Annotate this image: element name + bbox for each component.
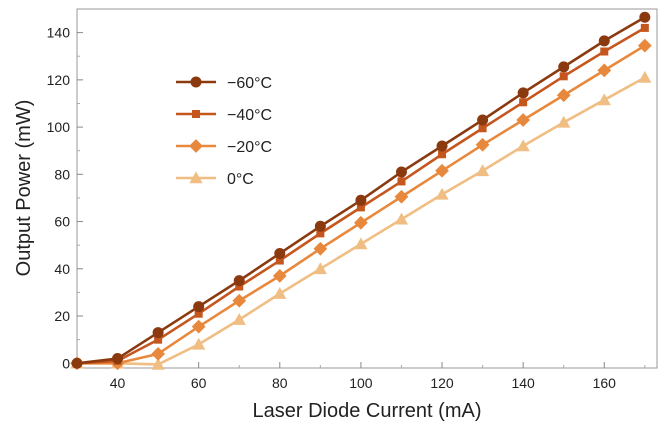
data-point [556,88,571,103]
legend-swatch-marker [189,139,203,153]
series-1 [73,23,649,368]
legend-item-2: −20°C [176,139,272,156]
y-tick-label-60: 60 [54,214,70,230]
data-point [272,269,287,283]
y-tick-label-20: 20 [54,308,70,324]
data-point [191,319,206,334]
data-point [436,140,448,152]
data-point [355,194,367,206]
data-point [477,114,489,126]
legend-swatch-marker [192,110,200,118]
data-point [519,98,528,107]
data-point [397,177,406,186]
legend-item-1: −40°C [176,107,272,124]
data-point [435,187,449,200]
data-point [394,189,409,204]
data-point [152,327,164,339]
data-point [394,212,409,225]
y-tick-label-0: 0 [62,355,70,371]
legend-label-0: −60°C [227,75,272,92]
y-tick-label-80: 80 [54,166,70,182]
legend: −60°C −40°C −20°C 0°C [176,75,272,188]
data-point [597,93,611,106]
data-point [354,215,368,230]
data-point [639,11,651,23]
y-axis-title: Output Power (mW) [13,100,35,277]
data-point [112,353,124,365]
data-point [475,164,490,177]
plot-frame [76,8,658,369]
data-point [600,47,609,56]
data-point [559,72,568,81]
x-tick-label-160: 160 [593,375,617,391]
data-point [356,203,365,212]
data-point [274,247,286,259]
data-point [314,220,326,232]
data-point [637,38,652,53]
data-point [638,70,652,83]
y-tick-label-100: 100 [47,119,71,135]
legend-swatch-marker [190,76,202,88]
data-point [151,357,165,370]
x-tick-label-60: 60 [191,375,207,391]
data-point [316,229,325,238]
data-point [151,346,165,361]
y-axis: 0 20 40 60 80 100 120 140 [47,25,83,371]
data-point [516,113,531,127]
x-tick-label-40: 40 [110,375,126,391]
data-point [438,150,447,159]
data-point [640,23,649,32]
y-tick-label-40: 40 [54,261,70,277]
data-point [313,262,327,275]
data-point [517,87,529,99]
x-tick-label-80: 80 [272,375,288,391]
data-point [516,139,530,152]
x-tick-label-100: 100 [349,375,373,391]
x-axis: 40 60 80 100 120 140 160 [76,362,646,391]
data-point [557,115,571,128]
data-point [478,124,487,133]
legend-label-2: −20°C [227,139,272,156]
legend-label-3: 0°C [227,171,254,188]
data-point [71,357,83,369]
legend-item-3: 0°C [176,171,254,188]
data-point [154,335,163,344]
data-point [598,35,610,47]
x-tick-label-120: 120 [430,375,454,391]
data-point [313,241,328,256]
legend-item-0: −60°C [176,75,272,92]
y-tick-label-140: 140 [47,25,71,41]
data-point [193,301,205,313]
legend-label-1: −40°C [227,107,272,124]
data-point [194,309,203,318]
data-point [232,293,247,308]
data-point [435,163,449,178]
series-0 [71,11,651,369]
data-point [233,275,245,287]
x-axis-title: Laser Diode Current (mA) [253,400,482,422]
x-tick-label-140: 140 [511,375,535,391]
data-point [558,61,570,73]
data-point [395,166,407,178]
legend-swatch-marker [189,171,203,184]
data-point [597,63,612,78]
data-point [354,237,368,250]
data-point [235,282,244,291]
data-point [275,256,284,265]
series-layer [70,11,652,371]
data-point [273,287,287,299]
data-point [192,337,206,350]
data-point [475,137,490,152]
data-point [232,312,246,325]
y-tick-label-120: 120 [47,72,71,88]
